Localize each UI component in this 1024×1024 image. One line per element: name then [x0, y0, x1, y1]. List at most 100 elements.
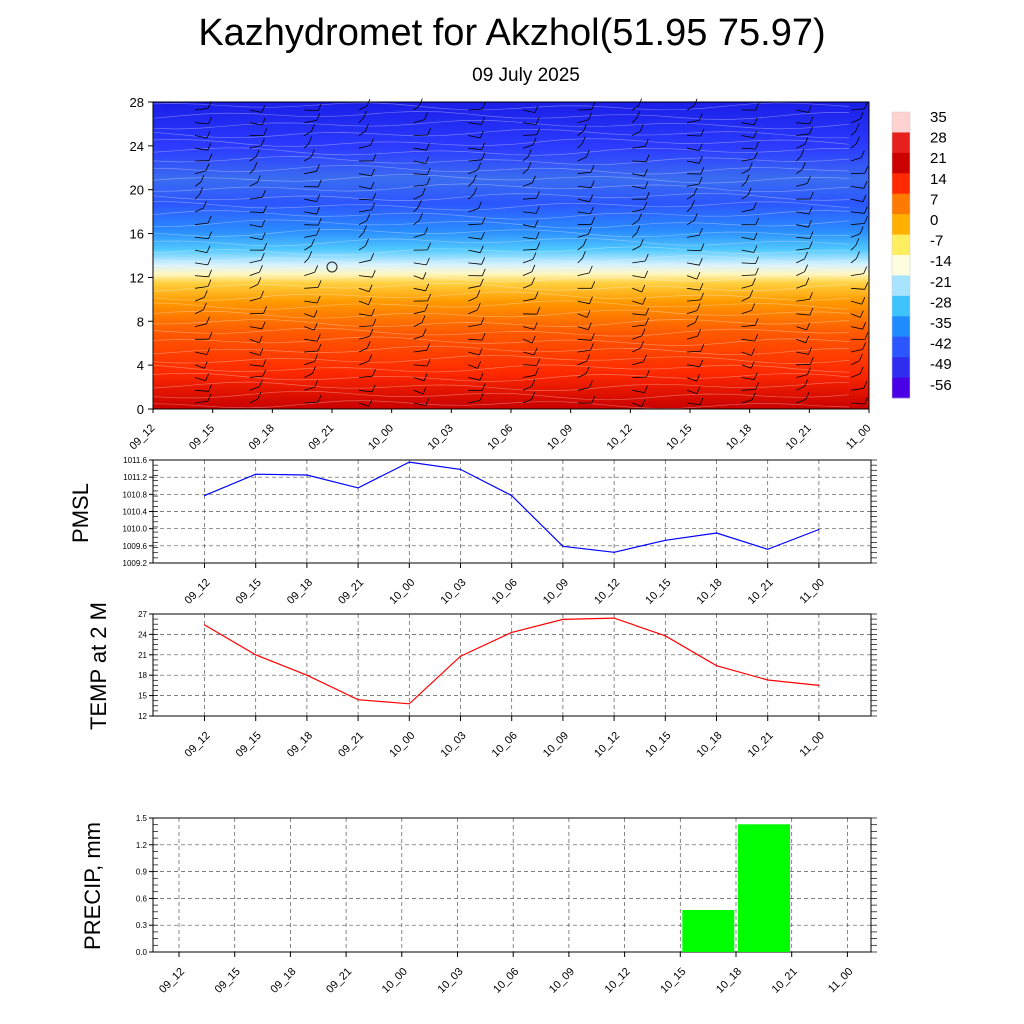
wind-barb	[522, 156, 529, 162]
wind-barb	[522, 259, 534, 264]
x-tick-label: 10_21	[770, 966, 800, 996]
wind-barb	[358, 360, 370, 366]
wind-barb-flag	[476, 290, 481, 298]
wind-barb	[686, 160, 700, 164]
colorbar-frame	[891, 111, 911, 399]
wind-barb-flag	[317, 280, 322, 288]
wind-barb	[194, 181, 202, 187]
wind-barb	[413, 119, 425, 124]
data-point	[306, 674, 308, 676]
wind-barb	[741, 324, 756, 327]
contour-line	[152, 364, 850, 373]
wind-barb-flag	[700, 243, 705, 251]
wind-barb-flag	[750, 361, 755, 369]
wind-barb-flag	[699, 359, 704, 367]
wind-barb-flag	[535, 206, 540, 214]
x-tick-label: 10_15	[658, 966, 688, 996]
pmsl-panel: 1009.2 1009.6 1010.0 1010.4 1010.8 1011.2 1011…	[68, 456, 877, 607]
x-tick-label: 10_18	[714, 966, 744, 996]
wind-barb-flag	[372, 153, 377, 162]
wind-barb-flag	[753, 202, 757, 210]
wind-barb	[194, 275, 209, 278]
wind-barb-flag	[208, 231, 212, 239]
wind-barb-flag	[207, 279, 212, 287]
wind-barb-flag	[804, 264, 808, 272]
colorbar-swatch	[892, 255, 910, 276]
wind-barb-flag	[531, 379, 536, 387]
wind-barb-flag	[693, 187, 698, 196]
wind-barb	[522, 398, 532, 404]
wind-barb	[850, 198, 864, 203]
wind-barb-flag	[316, 113, 321, 121]
wind-barb-flag	[311, 124, 315, 132]
contour-line	[152, 381, 850, 391]
wind-barb-flag	[481, 332, 486, 341]
wind-barb-flag	[591, 395, 596, 404]
wind-barb	[850, 300, 862, 305]
wind-barb-flag	[262, 368, 267, 377]
wind-barb	[194, 286, 209, 289]
wind-barb-flag	[754, 151, 758, 160]
wind-barb-flag	[587, 322, 592, 330]
wind-barb	[632, 145, 646, 149]
wind-barb	[468, 223, 483, 226]
wind-barb	[632, 160, 647, 163]
y-tick-label: 1.2	[136, 841, 148, 850]
wind-barb-flag	[809, 191, 814, 200]
x-tick-label: 10_09	[541, 730, 571, 760]
heatmap-fill	[153, 102, 869, 409]
page-title: Kazhydromet for Akzhol(51.95 75.97)	[198, 12, 826, 54]
wind-barb-flag	[200, 174, 205, 183]
data-point	[715, 665, 718, 667]
wind-barb-flag	[694, 315, 699, 323]
wind-barb-flag	[317, 343, 322, 352]
colorbar-legend: 35 28 21 14 7 0 -7 -14 -21 -28 -35 -42 -49 -56	[891, 109, 952, 399]
wind-barb-flag	[422, 386, 427, 395]
wind-barb	[796, 122, 810, 125]
wind-barb	[249, 237, 263, 240]
wind-barb-flag	[368, 354, 373, 362]
wind-barb-flag	[261, 138, 265, 146]
wind-barb-flag	[745, 174, 750, 182]
y-tick-label: 21	[138, 651, 147, 660]
wind-barb-flag	[642, 297, 646, 305]
wind-barb	[413, 233, 425, 238]
data-point	[818, 684, 820, 687]
wind-barb-flag	[752, 278, 756, 286]
colorbar-swatch	[892, 336, 910, 358]
wind-barb	[741, 208, 754, 213]
wind-barb-flag	[698, 258, 703, 266]
wind-barb	[796, 143, 805, 149]
wind-barb	[632, 402, 642, 407]
wind-barb	[468, 181, 474, 187]
wind-barb-flag	[421, 188, 426, 196]
wind-barb-flag	[859, 226, 864, 234]
wind-barb	[796, 351, 809, 355]
y-tick-label: 0	[137, 402, 144, 417]
x-tick-label: 10_18	[724, 422, 754, 452]
wind-barb-flag	[308, 136, 313, 144]
wind-barb-flag	[369, 329, 374, 337]
data-point	[613, 617, 615, 619]
calm-wind-marker	[326, 261, 338, 273]
wind-barb	[796, 299, 810, 302]
wind-barb-flag	[527, 149, 532, 157]
wind-barb-flag	[317, 103, 322, 111]
wind-barb-flag	[481, 257, 486, 265]
wind-barb-flag	[199, 187, 203, 195]
wind-barb-flag	[700, 292, 704, 301]
y-tick-label: 27	[138, 610, 147, 619]
wind-barb	[632, 287, 642, 293]
precip-bar	[738, 824, 790, 952]
wind-barb-flag	[370, 138, 374, 146]
wind-barb	[468, 169, 478, 175]
wind-barb-flag	[588, 265, 593, 274]
x-tick-label: 09_15	[213, 966, 243, 996]
colorbar-label: 28	[930, 130, 947, 147]
wind-barb-flag	[208, 153, 213, 161]
wind-barb	[304, 401, 319, 404]
wind-barb-flag	[581, 136, 586, 144]
wind-barb	[194, 400, 208, 404]
contour-line	[152, 201, 850, 211]
x-tick-label: 09_15	[234, 577, 264, 607]
